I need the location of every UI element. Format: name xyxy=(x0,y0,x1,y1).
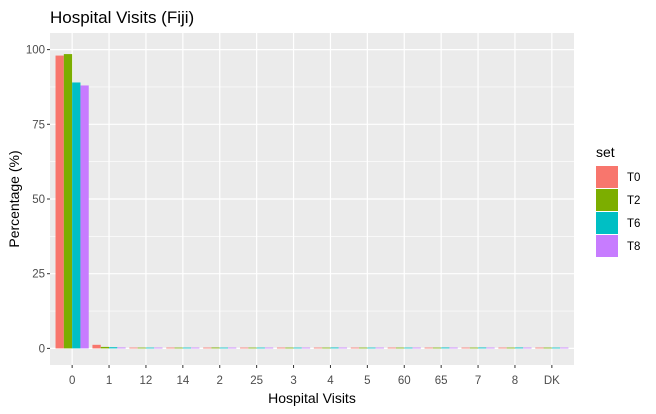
x-tick-label: 60 xyxy=(398,375,411,387)
legend-title: set xyxy=(596,144,615,160)
bar-T8-60 xyxy=(412,347,421,349)
bar-T2-0 xyxy=(63,54,73,349)
bar-T0-14 xyxy=(166,347,175,349)
chart-title: Hospital Visits (Fiji) xyxy=(50,8,194,27)
bar-T6-25 xyxy=(256,347,265,349)
x-tick-label: 7 xyxy=(475,375,481,387)
bar-T2-5 xyxy=(359,347,368,349)
bar-T2-1 xyxy=(100,346,110,349)
bar-T0-3 xyxy=(276,347,286,349)
bar-T0-60 xyxy=(387,347,396,349)
bar-T0-4 xyxy=(313,347,323,349)
x-tick-label: 1 xyxy=(106,375,112,387)
bar-T8-12 xyxy=(154,347,163,349)
x-tick-label: 25 xyxy=(250,375,263,387)
bar-T0-25 xyxy=(240,347,249,349)
x-tick-label: 8 xyxy=(512,375,518,387)
bar-T0-65 xyxy=(424,347,433,349)
bar-T6-1 xyxy=(109,347,118,349)
x-tick-label: 2 xyxy=(217,375,223,387)
bar-T2-DK xyxy=(543,347,552,349)
bar-T8-0 xyxy=(80,85,89,349)
bar-T6-60 xyxy=(404,347,413,349)
bar-T0-DK xyxy=(535,347,544,349)
bar-T6-12 xyxy=(145,347,155,349)
legend-key-T2 xyxy=(596,189,618,211)
bar-T2-3 xyxy=(285,347,294,349)
bar-T8-65 xyxy=(449,347,458,349)
bar-T6-5 xyxy=(367,347,376,349)
bar-T6-0 xyxy=(72,82,81,349)
bar-T2-14 xyxy=(174,347,183,349)
bar-T6-14 xyxy=(182,347,192,349)
bars xyxy=(55,54,569,349)
bar-T0-1 xyxy=(92,344,101,349)
bar-T0-7 xyxy=(461,347,470,349)
bar-T8-4 xyxy=(338,347,348,349)
bar-T0-0 xyxy=(55,55,64,349)
legend-label-T0: T0 xyxy=(627,172,640,184)
x-tick-label: 14 xyxy=(176,375,189,387)
y-tick-label: 50 xyxy=(32,194,45,206)
legend-key-T6 xyxy=(596,212,618,234)
bar-T8-DK xyxy=(560,347,569,349)
x-tick-label: 4 xyxy=(327,375,334,387)
bar-T8-3 xyxy=(301,347,311,349)
bar-T8-7 xyxy=(486,347,495,349)
bar-T2-65 xyxy=(432,347,442,349)
x-axis-title: Hospital Visits xyxy=(268,390,356,406)
legend-label-T8: T8 xyxy=(627,241,640,253)
x-tick-label: 65 xyxy=(435,375,448,387)
y-tick-label: 75 xyxy=(32,119,45,131)
bar-T6-4 xyxy=(330,347,339,349)
bar-T2-2 xyxy=(211,347,220,349)
bar-T6-DK xyxy=(551,347,561,349)
y-axis: 0 25 50 75 100 xyxy=(26,45,50,355)
legend-key-T0 xyxy=(596,166,618,188)
bar-T0-5 xyxy=(350,347,360,349)
x-tick-label: 3 xyxy=(290,375,296,387)
y-tick-label: 25 xyxy=(32,269,45,281)
legend-label-T6: T6 xyxy=(627,218,640,230)
legend-key-T8 xyxy=(596,235,618,257)
legend: set T0 T2 T6 T8 xyxy=(596,144,640,257)
bar-T0-12 xyxy=(129,347,138,349)
y-axis-title: Percentage (%) xyxy=(6,150,22,247)
y-tick-label: 100 xyxy=(26,45,45,57)
bar-T8-8 xyxy=(523,347,532,349)
bar-T8-2 xyxy=(228,347,237,349)
bar-T2-12 xyxy=(137,347,146,349)
bar-T2-25 xyxy=(248,347,257,349)
x-tick-label: 12 xyxy=(140,375,153,387)
x-axis: 0 1 12 14 2 25 3 4 5 60 65 7 8 DK xyxy=(69,365,560,387)
bar-T0-2 xyxy=(203,347,212,349)
legend-label-T2: T2 xyxy=(627,195,640,207)
bar-T8-1 xyxy=(117,347,126,349)
bar-T6-8 xyxy=(514,347,524,349)
bar-T8-14 xyxy=(191,347,200,349)
x-tick-label: 0 xyxy=(69,375,75,387)
x-tick-label: DK xyxy=(544,375,560,387)
bar-T6-2 xyxy=(219,347,229,349)
bar-T2-7 xyxy=(469,347,479,349)
x-tick-label: 5 xyxy=(364,375,370,387)
y-tick-label: 0 xyxy=(39,343,45,355)
bar-T8-25 xyxy=(264,347,274,349)
bar-T2-8 xyxy=(506,347,515,349)
bar-T8-5 xyxy=(375,347,384,349)
bar-T6-65 xyxy=(441,347,450,349)
bar-T6-3 xyxy=(293,347,302,349)
bar-T0-8 xyxy=(498,347,507,349)
bar-T2-4 xyxy=(322,347,331,349)
bar-T6-7 xyxy=(478,347,487,349)
bar-T2-60 xyxy=(395,347,405,349)
